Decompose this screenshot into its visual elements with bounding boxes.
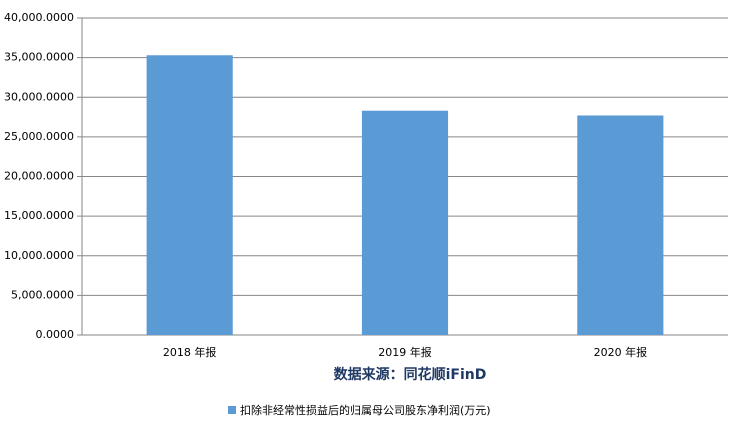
- y-tick-label: 15,000.0000: [4, 209, 74, 222]
- x-tick-label: 2019 年报: [378, 345, 432, 359]
- y-tick-label: 40,000.0000: [4, 11, 74, 24]
- y-tick-label: 0.0000: [36, 328, 75, 341]
- y-tick-label: 30,000.0000: [4, 90, 74, 103]
- bar: [146, 55, 233, 336]
- legend-swatch: [228, 406, 236, 414]
- y-tick-label: 20,000.0000: [4, 170, 74, 183]
- source-note: 数据来源：同花顺iFinD: [334, 366, 487, 383]
- y-tick-label: 25,000.0000: [4, 130, 74, 143]
- bar: [361, 110, 449, 335]
- x-tick-label: 2020 年报: [594, 345, 648, 359]
- x-tick-label: 2018 年报: [163, 345, 217, 359]
- bar: [577, 115, 664, 335]
- y-tick-label: 5,000.0000: [11, 288, 74, 301]
- y-tick-label: 10,000.0000: [4, 249, 74, 262]
- legend-label: 扣除非经常性损益后的归属母公司股东净利润(万元): [240, 403, 491, 417]
- y-tick-label: 35,000.0000: [4, 51, 74, 64]
